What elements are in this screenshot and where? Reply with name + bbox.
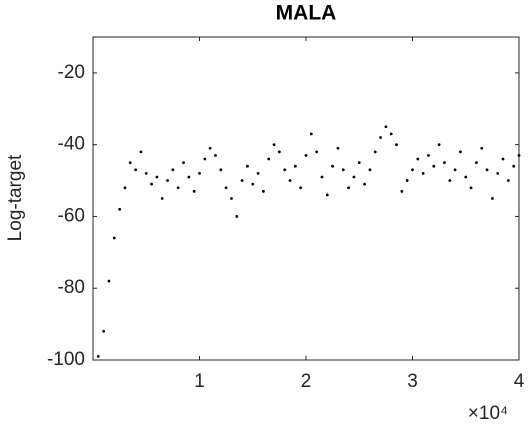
- data-point: [224, 186, 228, 190]
- data-point: [272, 143, 276, 147]
- data-point: [166, 179, 169, 182]
- data-point: [246, 164, 249, 168]
- data-point: [347, 186, 350, 190]
- data-point: [325, 193, 329, 197]
- data-point: [336, 146, 340, 150]
- data-point: [256, 171, 260, 175]
- data-point: [219, 168, 223, 172]
- data-point: [182, 161, 185, 165]
- data-point: [299, 186, 303, 190]
- x-exponent-label: ×10⁴: [468, 403, 508, 424]
- data-point: [203, 157, 207, 161]
- data-point: [421, 171, 425, 175]
- data-point: [214, 154, 217, 157]
- data-point: [373, 150, 377, 154]
- data-point: [395, 143, 398, 147]
- data-point: [123, 186, 127, 190]
- data-point: [155, 175, 159, 179]
- plot-frame: [92, 36, 520, 361]
- data-point: [315, 150, 319, 154]
- data-point: [320, 175, 324, 179]
- data-point: [192, 189, 196, 193]
- data-point: [512, 164, 516, 168]
- data-point: [267, 157, 271, 161]
- data-point: [235, 215, 239, 218]
- data-point: [496, 171, 500, 175]
- data-point: [102, 329, 106, 333]
- x-tick-label: 2: [301, 371, 312, 392]
- data-point: [283, 168, 287, 172]
- data-point: [363, 182, 366, 186]
- data-point: [139, 150, 143, 154]
- x-tick-label: 1: [194, 371, 205, 392]
- x-tick-label: 3: [407, 371, 418, 392]
- x-tick-label: 4: [514, 371, 525, 392]
- data-point: [187, 175, 191, 179]
- y-tick-label: -100: [47, 349, 85, 370]
- y-tick-label: -20: [58, 62, 85, 83]
- data-point: [432, 164, 436, 168]
- data-point: [144, 171, 148, 175]
- data-point: [485, 168, 489, 172]
- data-point: [160, 197, 164, 200]
- data-point: [384, 125, 388, 129]
- data-point: [230, 197, 233, 200]
- y-axis-label: Log-target: [5, 154, 26, 241]
- data-point: [453, 168, 457, 172]
- data-point: [443, 161, 446, 165]
- data-point: [357, 161, 361, 165]
- data-point: [475, 161, 478, 165]
- y-tick-label: -40: [58, 134, 85, 155]
- data-point: [517, 154, 521, 157]
- data-point: [448, 179, 452, 182]
- chart-title: MALA: [276, 2, 337, 25]
- y-tick-label: -80: [58, 277, 85, 298]
- data-point: [352, 175, 356, 179]
- data-point: [293, 164, 297, 168]
- data-point: [208, 146, 212, 150]
- data-point: [128, 161, 132, 165]
- data-point: [198, 171, 201, 175]
- data-point: [368, 168, 372, 172]
- data-point: [459, 150, 462, 154]
- data-point: [501, 157, 505, 161]
- data-point: [277, 150, 281, 154]
- y-tick-label: -60: [58, 205, 85, 226]
- data-point: [411, 168, 414, 172]
- data-point: [150, 182, 153, 186]
- data-point: [379, 136, 382, 139]
- data-point: [118, 207, 122, 211]
- data-point: [490, 197, 494, 200]
- data-point: [251, 182, 255, 186]
- data-point: [112, 236, 116, 240]
- data-point: [464, 175, 468, 179]
- data-point: [506, 179, 510, 182]
- data-point: [309, 132, 313, 136]
- data-point: [240, 179, 244, 182]
- data-point: [341, 168, 345, 172]
- data-point: [416, 157, 420, 161]
- data-point: [107, 279, 111, 283]
- data-point: [437, 143, 441, 147]
- data-point: [134, 168, 138, 172]
- data-point: [469, 186, 473, 190]
- data-point: [96, 355, 100, 358]
- data-point: [304, 154, 308, 157]
- data-point: [480, 146, 484, 150]
- data-point: [262, 189, 265, 193]
- data-point: [389, 132, 393, 136]
- data-point: [427, 154, 430, 157]
- data-point: [405, 179, 409, 182]
- data-point: [176, 186, 180, 190]
- data-point: [288, 179, 292, 182]
- data-point: [331, 164, 335, 168]
- data-point: [400, 189, 404, 193]
- data-point: [171, 168, 175, 172]
